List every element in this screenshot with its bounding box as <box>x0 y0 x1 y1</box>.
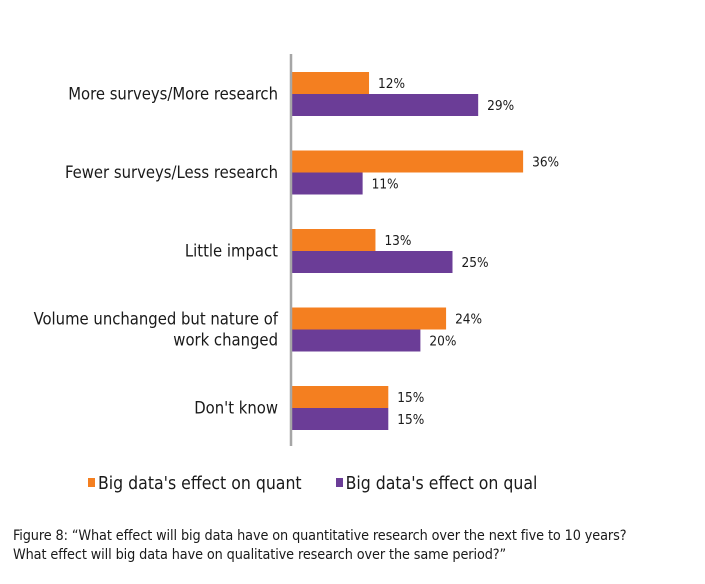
data-label-qual-0: 29% <box>487 98 514 114</box>
bar-qual-1 <box>292 172 363 195</box>
bar-quant-2 <box>292 229 376 251</box>
caption-line-2: What effect will big data have on qualit… <box>13 547 507 563</box>
category-label-4: Don't know <box>194 399 278 418</box>
legend-label-qual: Big data's effect on qual <box>345 474 538 494</box>
data-label-qual-3: 20% <box>429 334 456 350</box>
bar-qual-4 <box>292 408 389 430</box>
legend-label-quant: Big data's effect on quant <box>98 474 302 494</box>
legend-item-qual: Big data's effect on qual <box>335 474 538 494</box>
category-labels: More surveys/More research Fewer surveys/… <box>34 85 279 418</box>
caption-line-1: Figure 8: “What effect will big data hav… <box>13 528 627 544</box>
legend-swatch-qual <box>335 477 343 487</box>
category-label-3-line-0: Volume unchanged but nature of <box>34 310 279 329</box>
category-label-0: More surveys/More research <box>68 85 278 104</box>
bar-qual-2 <box>292 251 453 273</box>
legend-item-quant: Big data's effect on quant <box>88 474 302 494</box>
data-label-qual-2: 25% <box>462 255 489 271</box>
data-label-quant-4: 15% <box>397 390 424 406</box>
bar-quant-0 <box>292 72 370 94</box>
data-label-qual-1: 11% <box>372 177 399 193</box>
data-label-quant-3: 24% <box>455 312 482 328</box>
bar-qual-0 <box>292 94 479 116</box>
category-label-3-line-1: work changed <box>173 331 278 350</box>
legend: Big data's effect on quant Big data's ef… <box>88 474 537 494</box>
figure-caption: Figure 8: “What effect will big data hav… <box>13 527 703 565</box>
bars-layer: 12% 29% 36% 11% 13% 25% 24% 20% 15% 15% <box>292 72 559 430</box>
data-label-quant-2: 13% <box>384 233 411 249</box>
data-label-quant-1: 36% <box>532 155 559 171</box>
bar-quant-3 <box>292 307 447 330</box>
bar-quant-1 <box>292 150 524 173</box>
data-label-qual-4: 15% <box>397 412 424 428</box>
bar-quant-4 <box>292 386 389 408</box>
bar-qual-3 <box>292 329 421 352</box>
legend-swatch-quant <box>88 477 95 487</box>
data-label-quant-0: 12% <box>378 76 405 92</box>
category-label-2: Little impact <box>185 242 278 261</box>
category-label-1: Fewer surveys/Less research <box>65 163 278 182</box>
